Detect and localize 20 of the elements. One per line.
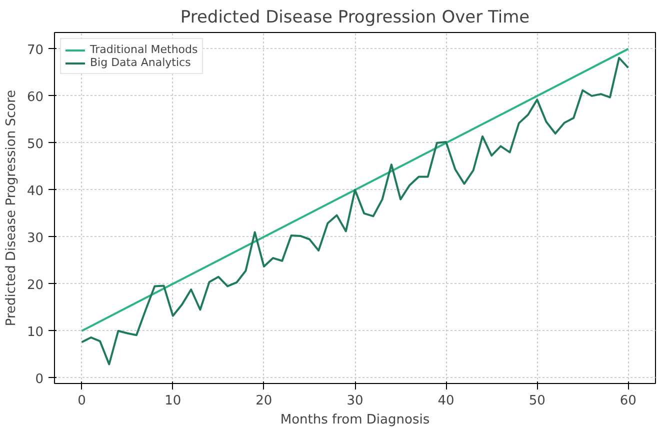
x-tick-label: 10 (164, 394, 182, 408)
y-tick-label: 70 (26, 42, 44, 58)
x-tick-label: 50 (528, 394, 546, 408)
chart-title: Predicted Disease Progression Over Time (180, 8, 530, 28)
legend-label: Traditional Methods (90, 43, 198, 56)
x-tick-label: 20 (256, 394, 272, 408)
y-tick-label: 50 (26, 136, 44, 152)
y-tick-label: 20 (26, 278, 44, 293)
x-tick-label: 0 (78, 394, 86, 408)
y-tick-label: 0 (35, 372, 44, 387)
x-tick-label: 60 (620, 394, 636, 408)
y-tick-label: 30 (26, 230, 44, 246)
y-tick-label: 40 (26, 184, 44, 199)
x-tick-label: 40 (438, 394, 454, 408)
legend-label: Big Data Analytics (90, 56, 191, 69)
x-tick-label: 30 (346, 394, 364, 408)
y-tick-label: 10 (26, 324, 44, 340)
y-axis-title: Predicted Disease Progression Score (4, 90, 19, 326)
x-axis-title: Months from Diagnosis (280, 412, 430, 428)
y-tick-label: 60 (26, 90, 44, 105)
